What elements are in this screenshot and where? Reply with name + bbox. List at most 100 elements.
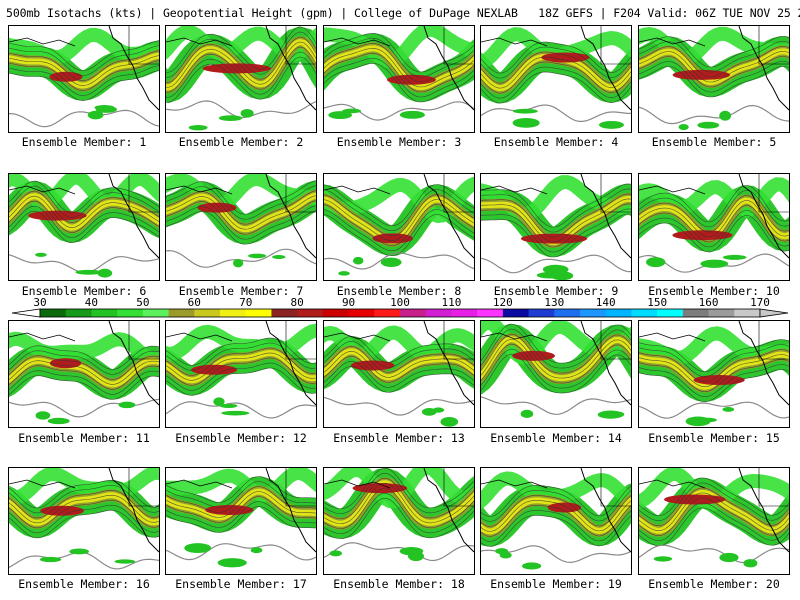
jet-stream-band bbox=[324, 325, 474, 393]
ensemble-member-label: Ensemble Member: 1 bbox=[21, 135, 147, 149]
height-contours bbox=[324, 335, 474, 393]
colorbar-tick-label: 150 bbox=[647, 296, 668, 309]
isotach-patches bbox=[520, 409, 625, 419]
colorbar-swatch bbox=[477, 309, 504, 317]
subtropical-height-contour bbox=[9, 254, 159, 274]
ensemble-map-3 bbox=[323, 25, 475, 133]
colorbar-tick-label: 100 bbox=[390, 296, 410, 309]
height-contours bbox=[481, 323, 631, 394]
colorbar-swatch bbox=[502, 309, 529, 317]
map-canvas bbox=[9, 174, 159, 278]
colorbar-tick-label: 140 bbox=[595, 296, 616, 309]
isotach-patches bbox=[421, 407, 459, 427]
height-contours bbox=[166, 26, 316, 103]
colorbar-swatch bbox=[168, 309, 195, 317]
isotach-patches bbox=[678, 110, 732, 131]
ensemble-member-label: Ensemble Member: 12 bbox=[175, 431, 307, 445]
ensemble-map-4 bbox=[480, 25, 632, 133]
ensemble-map-20 bbox=[638, 467, 790, 575]
map-canvas bbox=[639, 174, 789, 273]
coastline-outline bbox=[166, 26, 316, 111]
subtropical-height-contour bbox=[166, 401, 316, 419]
ensemble-member-label: Ensemble Member: 17 bbox=[175, 577, 307, 591]
ensemble-member-label: Ensemble Member: 2 bbox=[178, 135, 304, 149]
colorbar-tick-label: 80 bbox=[290, 296, 304, 309]
height-contours bbox=[639, 185, 789, 253]
subtropical-height-contour bbox=[324, 101, 474, 121]
isotach-patches bbox=[338, 256, 402, 276]
isotach-patches bbox=[188, 108, 254, 131]
subtropical-height-contour bbox=[639, 401, 789, 419]
ensemble-member-label: Ensemble Member: 3 bbox=[336, 135, 462, 149]
height-contours bbox=[9, 40, 159, 101]
ensemble-member-label: Ensemble Member: 4 bbox=[493, 135, 619, 149]
ensemble-map-11 bbox=[8, 320, 160, 428]
height-contours bbox=[639, 36, 789, 98]
colorbar-tick-label: 90 bbox=[341, 296, 356, 309]
ensemble-member-label: Ensemble Member: 10 bbox=[648, 284, 780, 298]
jet-max-core bbox=[664, 494, 726, 505]
figure-title: 500mb Isotachs (kts) | Geopotential Heig… bbox=[6, 6, 800, 20]
coastline-outline bbox=[481, 321, 631, 406]
colorbar-tick-label: 70 bbox=[239, 296, 253, 309]
map-canvas bbox=[639, 26, 789, 131]
jet-stream-band bbox=[9, 174, 159, 243]
isotach-patches bbox=[646, 254, 747, 268]
isotach-patches bbox=[328, 108, 425, 120]
subtropical-height-contour bbox=[9, 109, 159, 128]
jet-stream-band bbox=[324, 468, 474, 539]
coastline-outline bbox=[324, 174, 474, 259]
jet-stream-band bbox=[639, 177, 789, 253]
jet-max-core bbox=[49, 71, 83, 82]
map-canvas bbox=[639, 468, 789, 568]
coastline-outline bbox=[9, 468, 159, 553]
colorbar-swatch bbox=[528, 309, 555, 317]
coastline-outline bbox=[324, 26, 474, 111]
ensemble-member-label: Ensemble Member: 14 bbox=[490, 431, 622, 445]
subtropical-height-contour bbox=[324, 396, 474, 416]
isotach-patches bbox=[536, 264, 574, 280]
ensemble-map-18 bbox=[323, 467, 475, 575]
colorbar-left-arrow bbox=[11, 308, 41, 318]
jet-max-core bbox=[191, 364, 238, 375]
coastline-outline bbox=[9, 26, 159, 111]
colorbar-tick-label: 110 bbox=[441, 296, 462, 309]
ensemble-member-label: Ensemble Member: 5 bbox=[651, 135, 777, 149]
coastline-outline bbox=[166, 321, 316, 406]
colorbar-tick-label: 170 bbox=[750, 296, 770, 309]
jet-max-core bbox=[547, 502, 582, 513]
ensemble-member-label: Ensemble Member: 18 bbox=[333, 577, 465, 591]
subtropical-height-contour bbox=[166, 248, 316, 268]
subtropical-height-contour bbox=[639, 544, 789, 564]
colorbar-tick-label: 120 bbox=[492, 296, 513, 309]
colorbar-right-arrow bbox=[759, 308, 789, 318]
ensemble-map-6 bbox=[8, 173, 160, 281]
isotach-patches bbox=[184, 543, 263, 568]
isotach-patches bbox=[653, 552, 758, 568]
height-contours bbox=[324, 32, 474, 103]
isotach-patches bbox=[35, 252, 113, 278]
ensemble-map-12 bbox=[165, 320, 317, 428]
colorbar-swatch bbox=[605, 309, 632, 317]
coastline-outline bbox=[9, 321, 159, 406]
subtropical-height-contour bbox=[166, 100, 316, 119]
colorbar-swatch bbox=[451, 309, 478, 317]
subtropical-height-contour bbox=[9, 551, 159, 570]
map-canvas bbox=[639, 321, 789, 427]
map-canvas bbox=[9, 26, 159, 128]
map-canvas bbox=[324, 321, 474, 427]
isotach-patches bbox=[685, 407, 735, 427]
coastline-outline bbox=[9, 174, 159, 259]
colorbar-swatch bbox=[708, 309, 735, 317]
jet-max-core bbox=[40, 505, 84, 516]
isotach-patches bbox=[329, 547, 424, 562]
ensemble-member-label: Ensemble Member: 13 bbox=[333, 431, 465, 445]
ensemble-map-7 bbox=[165, 173, 317, 281]
ensemble-member-label: Ensemble Member: 20 bbox=[648, 577, 780, 591]
coastline-outline bbox=[166, 174, 316, 259]
isotach-patches bbox=[39, 548, 136, 564]
ensemble-map-8 bbox=[323, 173, 475, 281]
height-contours bbox=[481, 485, 631, 547]
height-contours bbox=[9, 180, 159, 244]
ensemble-map-15 bbox=[638, 320, 790, 428]
